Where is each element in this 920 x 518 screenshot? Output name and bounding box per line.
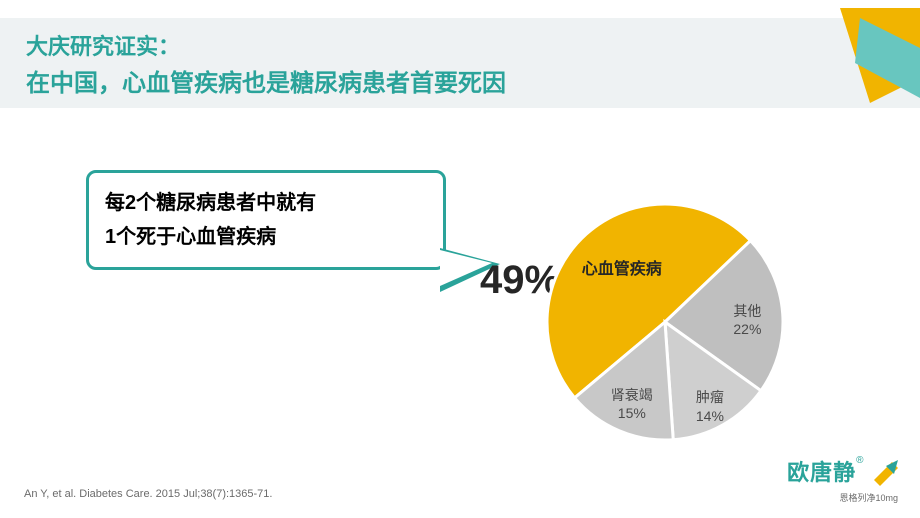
- slice-label-cvd: 心血管疾病: [582, 260, 662, 281]
- logo-reg-mark: ®: [856, 455, 863, 466]
- header-band: 大庆研究证实： 在中国，心血管疾病也是糖尿病患者首要死因: [0, 18, 920, 108]
- slice-label-renal: 肾衰竭15%: [592, 386, 672, 422]
- pie-chart: 心血管疾病 其他22% 肿瘤14% 肾衰竭15%: [535, 192, 795, 452]
- callout-box: 每2个糖尿病患者中就有 1个死于心血管疾病: [86, 170, 446, 270]
- title-small: 大庆研究证实：: [26, 29, 506, 61]
- logo-arrow-icon: [872, 460, 898, 491]
- slide: 大庆研究证实： 在中国，心血管疾病也是糖尿病患者首要死因 每2个糖尿病患者中就有…: [0, 0, 920, 518]
- logo: 欧唐静® 恩格列净10mg: [787, 455, 898, 504]
- callout-line2: 1个死于心血管疾病: [105, 220, 427, 254]
- logo-text: 欧唐静: [787, 460, 856, 485]
- slice-label-other: 其他22%: [707, 302, 787, 338]
- header-titles: 大庆研究证实： 在中国，心血管疾病也是糖尿病患者首要死因: [26, 29, 506, 98]
- slice-label-tumor: 肿瘤14%: [670, 388, 750, 424]
- title-large: 在中国，心血管疾病也是糖尿病患者首要死因: [26, 63, 506, 98]
- callout-line1: 每2个糖尿病患者中就有: [105, 186, 427, 220]
- citation: An Y, et al. Diabetes Care. 2015 Jul;38(…: [24, 488, 272, 500]
- logo-subtitle: 恩格列净10mg: [787, 491, 898, 504]
